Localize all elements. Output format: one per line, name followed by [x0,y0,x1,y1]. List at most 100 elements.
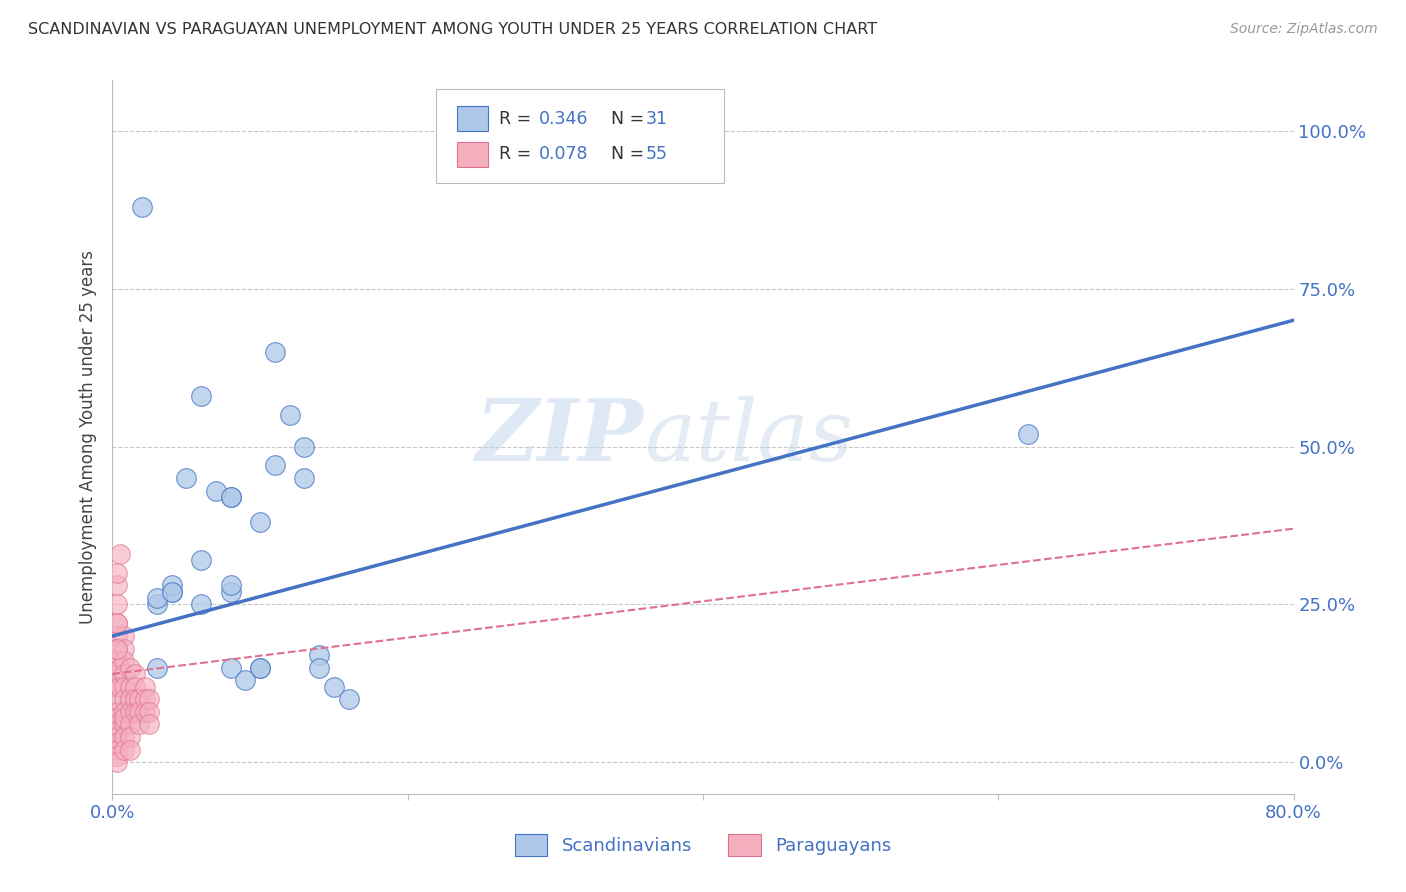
Point [105,680,128,694]
Point [105,629,128,643]
Text: N =: N = [600,145,650,163]
Point [292,440,315,454]
Point [105,641,128,656]
Point [105,705,128,719]
Text: 31: 31 [645,110,668,128]
Point [146,591,169,606]
Point [134,705,156,719]
Point [105,566,128,580]
Point [249,516,271,530]
Point [337,692,360,706]
Point [105,742,128,756]
Point [112,654,135,668]
Point [190,389,212,403]
Point [112,742,135,756]
Point [128,692,150,706]
Point [124,680,146,694]
Point [124,705,146,719]
Point [105,666,128,681]
Point [105,616,128,631]
Point [105,736,128,750]
Point [105,711,128,725]
Point [112,641,135,656]
Point [128,717,150,731]
Point [120,730,142,744]
Point [112,692,135,706]
Point [105,654,128,668]
Point [112,666,135,681]
Point [124,666,146,681]
Point [105,641,128,656]
Point [105,756,128,770]
Point [112,629,135,643]
Point [219,578,242,592]
Point [105,616,128,631]
Text: 0.078: 0.078 [538,145,588,163]
Point [105,717,128,731]
Point [174,471,197,485]
Point [112,680,135,694]
Point [112,717,135,731]
Point [105,692,128,706]
Point [308,660,330,674]
Point [264,458,287,473]
Text: ZIP: ZIP [477,395,644,479]
Point [112,705,135,719]
Point [131,200,153,214]
Point [233,673,256,688]
Text: Source: ZipAtlas.com: Source: ZipAtlas.com [1230,22,1378,37]
Point [160,584,183,599]
Point [134,692,156,706]
Point [190,598,212,612]
Point [138,717,160,731]
Point [219,490,242,504]
Point [134,680,156,694]
Point [205,483,228,498]
Text: 55: 55 [645,145,668,163]
Text: 0.346: 0.346 [538,110,588,128]
Point [278,408,301,422]
Text: R =: R = [499,145,537,163]
Point [264,344,287,359]
Point [190,553,212,567]
Point [219,490,242,504]
Point [105,598,128,612]
Point [292,471,315,485]
Text: atlas: atlas [644,396,853,478]
Point [160,578,183,592]
Point [120,742,142,756]
Point [112,711,135,725]
Point [108,547,131,561]
Point [138,692,160,706]
Point [120,705,142,719]
Text: R =: R = [499,110,537,128]
Point [128,705,150,719]
Point [1017,426,1039,441]
Point [138,705,160,719]
Point [219,584,242,599]
Point [105,730,128,744]
Point [108,680,131,694]
Point [120,660,142,674]
Text: SCANDINAVIAN VS PARAGUAYAN UNEMPLOYMENT AMONG YOUTH UNDER 25 YEARS CORRELATION C: SCANDINAVIAN VS PARAGUAYAN UNEMPLOYMENT … [28,22,877,37]
Point [120,692,142,706]
Point [120,717,142,731]
Point [323,680,346,694]
Legend: Scandinavians, Paraguayans: Scandinavians, Paraguayans [508,827,898,863]
Point [124,692,146,706]
Point [219,660,242,674]
Point [146,598,169,612]
Point [105,578,128,592]
Point [112,730,135,744]
Y-axis label: Unemployment Among Youth under 25 years: Unemployment Among Youth under 25 years [79,250,97,624]
Text: N =: N = [600,110,650,128]
Point [308,648,330,662]
Point [160,584,183,599]
Point [105,723,128,738]
Point [120,680,142,694]
Point [249,660,271,674]
Point [146,660,169,674]
Point [249,660,271,674]
Point [108,660,131,674]
Point [105,749,128,764]
